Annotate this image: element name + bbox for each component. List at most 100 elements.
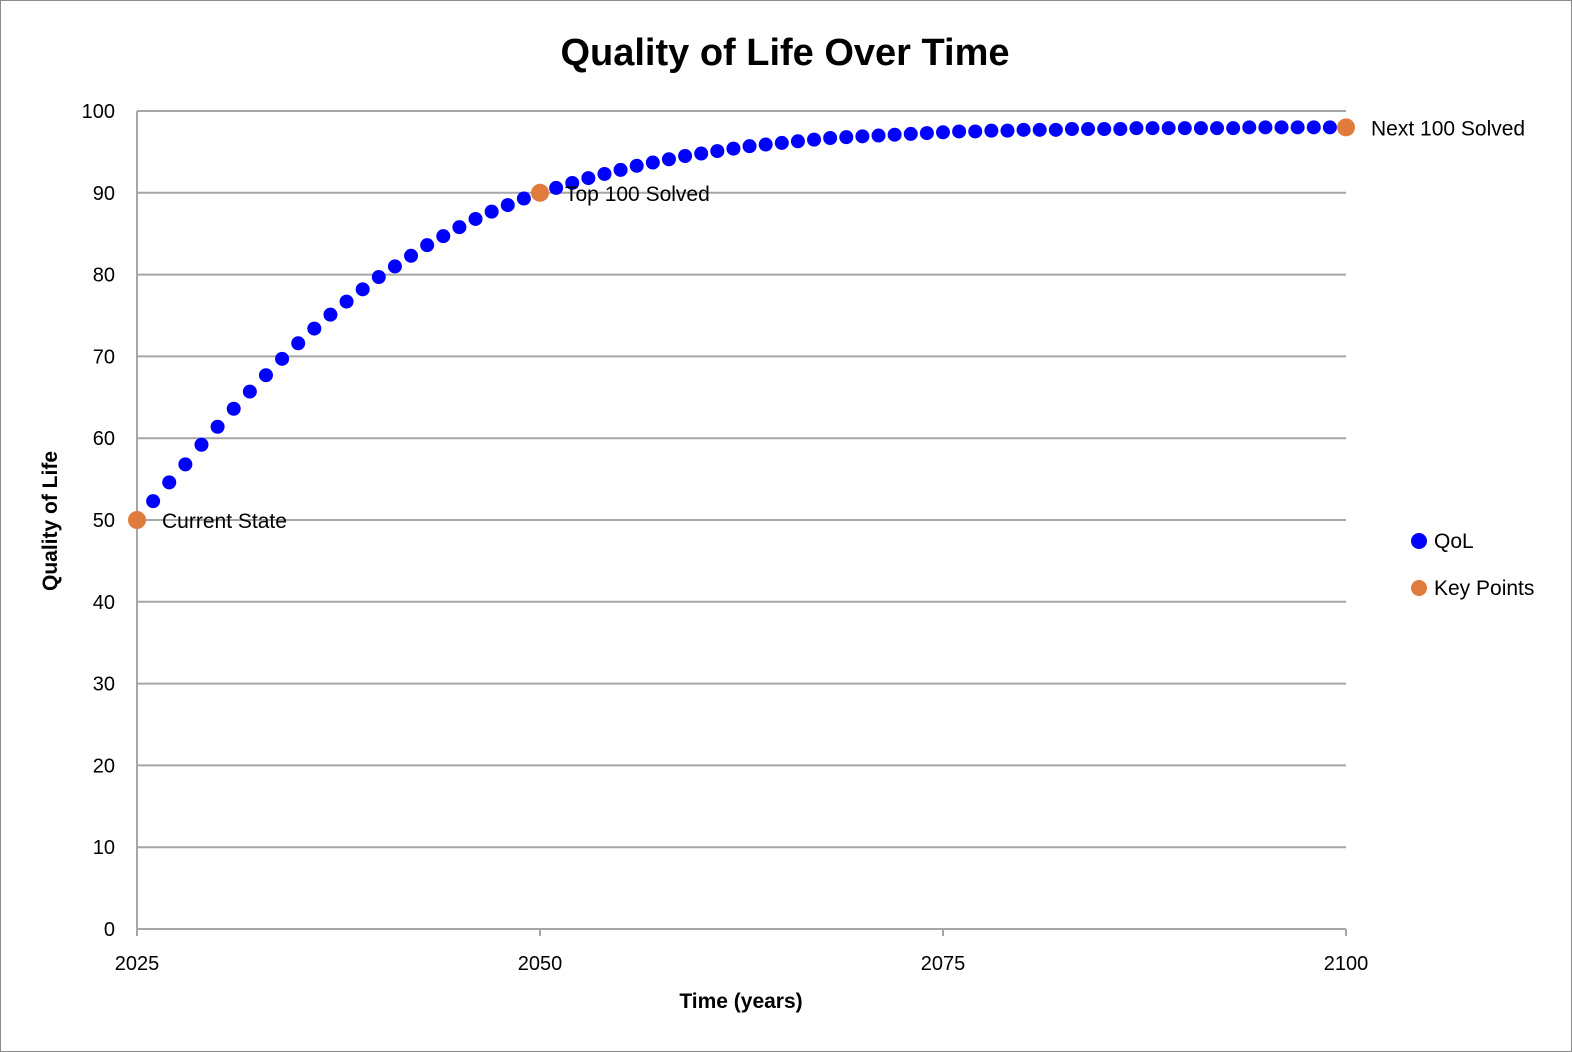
- qol-point: [355, 282, 370, 297]
- x-axis-title: Time (years): [679, 990, 802, 1013]
- legend-label: QoL: [1434, 530, 1474, 553]
- qol-point: [758, 137, 773, 152]
- qol-point: [549, 180, 564, 195]
- qol-point: [1290, 120, 1305, 135]
- qol-point: [581, 171, 596, 186]
- qol-point: [226, 401, 241, 416]
- qol-point: [1242, 120, 1257, 135]
- qol-point: [323, 307, 338, 322]
- qol-point: [1226, 121, 1241, 136]
- qol-point: [436, 229, 451, 244]
- qol-point: [871, 128, 886, 143]
- qol-point: [887, 127, 902, 142]
- qol-point: [565, 175, 580, 190]
- qol-point: [790, 134, 805, 149]
- qol-point: [903, 126, 918, 141]
- qol-point: [387, 259, 402, 274]
- y-tick-label: 90: [93, 183, 115, 205]
- x-axis-tick-labels: 2025 2050 2075 2100: [115, 953, 1369, 975]
- qol-point: [661, 152, 676, 167]
- qol-point: [968, 124, 983, 139]
- qol-point: [146, 494, 161, 509]
- qol-point: [823, 130, 838, 145]
- qol-point: [210, 419, 225, 434]
- qol-point: [1048, 122, 1063, 137]
- qol-point: [1161, 121, 1176, 136]
- y-tick-label: 80: [93, 265, 115, 287]
- qol-point: [404, 248, 419, 263]
- y-tick-label: 30: [93, 674, 115, 696]
- legend-marker-qol: [1411, 533, 1427, 549]
- qol-point: [1193, 121, 1208, 136]
- key-point: [1337, 118, 1355, 137]
- qol-point: [807, 132, 822, 147]
- qol-point: [339, 294, 354, 309]
- qol-point: [291, 336, 306, 351]
- qol-point: [258, 368, 273, 383]
- qol-point: [1000, 123, 1015, 138]
- qol-point: [774, 135, 789, 150]
- qol-point: [162, 475, 177, 490]
- y-axis-tick-labels: 0 10 20 30 40 50 60 70 80 90 100: [82, 101, 115, 941]
- qol-point: [1016, 122, 1031, 137]
- key-point: [531, 183, 549, 202]
- qol-point: [839, 130, 854, 145]
- qol-point: [452, 220, 467, 235]
- y-tick-label: 70: [93, 346, 115, 368]
- chart-title: Quality of Life Over Time: [560, 32, 1009, 74]
- series-key-points: [128, 118, 1355, 529]
- y-tick-label: 60: [93, 428, 115, 450]
- x-tick-label: 2050: [518, 953, 563, 975]
- y-axis-title: Quality of Life: [39, 451, 62, 591]
- qol-point: [694, 146, 709, 161]
- qol-point: [710, 144, 725, 159]
- x-tick-label: 2075: [921, 953, 966, 975]
- qol-point: [242, 384, 257, 399]
- qol-point: [1032, 122, 1047, 137]
- qol-point: [1064, 121, 1079, 136]
- y-tick-label: 40: [93, 592, 115, 614]
- y-tick-label: 50: [93, 510, 115, 532]
- y-tick-label: 10: [93, 837, 115, 859]
- qol-point: [678, 148, 693, 163]
- y-tick-label: 100: [82, 101, 115, 123]
- series-qol-points: [146, 120, 1337, 509]
- qol-point: [645, 155, 660, 170]
- legend-label: Key Points: [1434, 577, 1534, 600]
- y-tick-label: 20: [93, 755, 115, 777]
- qol-point: [1081, 121, 1096, 136]
- x-tick-label: 2025: [115, 953, 160, 975]
- qol-point: [1210, 121, 1225, 136]
- y-tick-label: 0: [104, 919, 115, 941]
- qol-point: [1177, 121, 1192, 136]
- qol-point: [275, 351, 290, 366]
- qol-point: [307, 321, 322, 336]
- qol-point: [1129, 121, 1144, 136]
- qol-point: [613, 162, 628, 177]
- qol-point: [936, 125, 950, 140]
- qol-point: [629, 158, 644, 173]
- qol-point: [194, 437, 209, 452]
- data-annotations: Current State Top 100 Solved Next 100 Solv…: [162, 117, 1525, 533]
- qol-point: [371, 270, 386, 285]
- qol-point: [500, 198, 515, 213]
- qol-point: [597, 166, 612, 181]
- qol-point: [919, 126, 934, 141]
- qol-point: [420, 238, 435, 253]
- qol-point: [1097, 121, 1112, 136]
- qol-point: [1258, 120, 1273, 135]
- qol-point: [952, 124, 967, 139]
- qol-point: [742, 139, 757, 154]
- qol-point: [855, 129, 870, 144]
- gridlines: [137, 110, 1346, 849]
- legend: QoL Key Points: [1411, 530, 1534, 600]
- qol-point: [178, 457, 193, 472]
- qol-point: [726, 141, 741, 156]
- qol-point: [984, 123, 999, 138]
- x-tick-label: 2100: [1324, 953, 1369, 975]
- qol-point: [1274, 120, 1289, 135]
- key-point-label: Next 100 Solved: [1371, 117, 1525, 140]
- qol-point: [468, 211, 483, 226]
